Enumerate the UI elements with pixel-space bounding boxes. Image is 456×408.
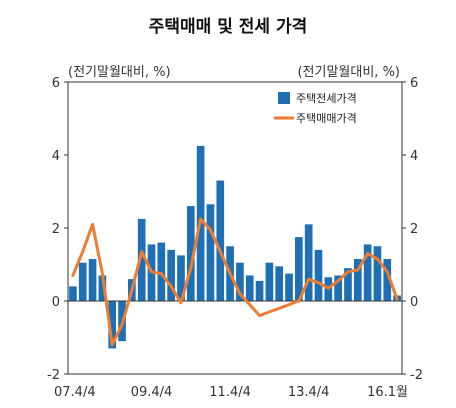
bar	[177, 255, 185, 301]
bar	[216, 180, 225, 301]
x-tick-label: 16.1월	[367, 385, 408, 400]
bar	[186, 206, 195, 301]
bar	[373, 246, 382, 301]
legend-label-bar: 주택전세가격	[296, 92, 357, 105]
bar	[108, 301, 117, 349]
bar	[275, 266, 284, 301]
y-tick-label-left: 4	[52, 149, 60, 164]
bar	[265, 262, 274, 301]
bar	[255, 280, 264, 301]
y-tick-label-left: -2	[47, 368, 60, 383]
y-axis-unit-left: (전기말월대비, %)	[68, 65, 171, 80]
y-tick-label-right: 4	[410, 149, 418, 164]
x-tick-label: 09.4/4	[131, 385, 173, 400]
legend-swatch-bar	[278, 92, 290, 104]
bar	[304, 224, 313, 301]
chart-title: 주택매매 및 전세 가격	[149, 17, 308, 37]
bar	[295, 237, 303, 301]
y-tick-label-right: 0	[410, 295, 418, 310]
x-tick-label: 07.4/4	[54, 385, 96, 400]
bar	[236, 262, 244, 301]
bar	[285, 273, 293, 301]
x-tick-label: 13.4/4	[288, 385, 330, 400]
plot-area: -2 -2 0 0 2 2 4 4 6 6 07.4/4 09.4/4 11.4/4 13.4/4 16.1…	[47, 76, 423, 400]
bar	[245, 275, 254, 301]
bar	[383, 259, 392, 301]
y-tick-label-right: 6	[410, 76, 418, 91]
bar	[206, 204, 215, 301]
y-tick-label-right: -2	[410, 368, 423, 383]
bar	[157, 242, 166, 301]
x-tick-label: 11.4/4	[209, 385, 251, 400]
bar	[334, 275, 342, 301]
bar	[314, 249, 323, 301]
y-tick-label-left: 6	[52, 76, 60, 91]
y-tick-label-right: 2	[410, 222, 418, 237]
bar	[363, 244, 372, 301]
bar	[88, 259, 97, 301]
bar	[69, 286, 77, 301]
bar	[344, 268, 352, 301]
y-tick-label-left: 0	[52, 295, 60, 310]
line-series	[71, 217, 399, 347]
bar	[137, 218, 146, 301]
legend-label-line: 주택매매가격	[296, 112, 357, 125]
bar	[353, 259, 362, 301]
bar	[78, 262, 87, 301]
y-axis-unit-right: (전기말월대비, %)	[297, 65, 400, 80]
bar	[98, 275, 107, 301]
y-tick-label-left: 2	[52, 222, 60, 237]
bar	[167, 249, 175, 301]
